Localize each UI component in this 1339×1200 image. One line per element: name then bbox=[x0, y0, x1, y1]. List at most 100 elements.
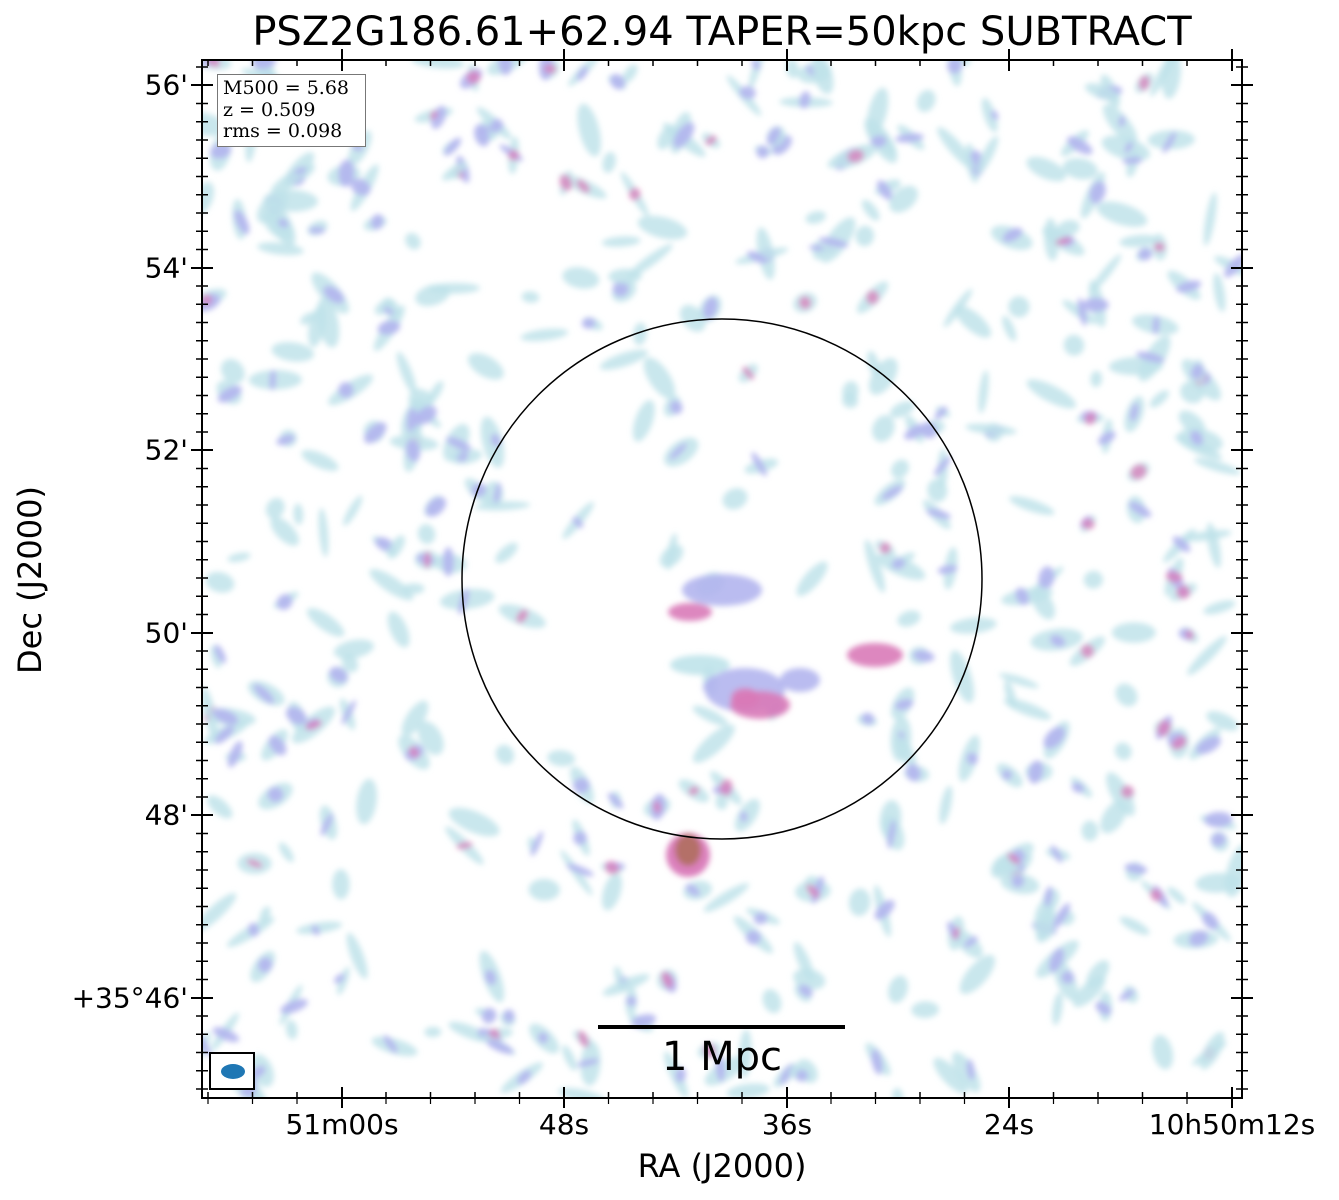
emission-blob bbox=[306, 608, 345, 637]
emission-blob bbox=[937, 564, 958, 575]
emission-blob bbox=[669, 443, 687, 460]
emission-blob bbox=[1122, 156, 1143, 165]
emission-blob bbox=[227, 552, 251, 563]
emission-blob bbox=[1062, 158, 1098, 180]
emission-blob bbox=[1028, 760, 1044, 784]
emission-blob bbox=[703, 296, 718, 320]
emission-blob bbox=[411, 60, 465, 69]
emission-blob bbox=[991, 110, 999, 121]
emission-blob bbox=[847, 643, 903, 667]
emission-blob bbox=[271, 342, 315, 362]
emission-blob bbox=[416, 405, 437, 425]
emission-blob bbox=[631, 1014, 657, 1028]
emission-blob bbox=[1167, 887, 1186, 904]
emission-blob bbox=[949, 617, 997, 634]
emission-blob bbox=[1009, 496, 1055, 516]
emission-blob bbox=[1171, 736, 1187, 750]
emission-blob bbox=[1082, 297, 1109, 312]
emission-blob bbox=[495, 542, 518, 564]
emission-blob bbox=[1182, 529, 1232, 542]
emission-blob bbox=[1136, 351, 1165, 363]
emission-blob bbox=[442, 162, 468, 181]
emission-blob bbox=[202, 112, 228, 137]
emission-blob bbox=[911, 1001, 939, 1018]
emission-blob bbox=[253, 684, 275, 704]
emission-blob bbox=[1100, 800, 1127, 834]
emission-blob bbox=[1199, 1031, 1225, 1070]
emission-blob bbox=[1157, 720, 1171, 736]
emission-blob bbox=[627, 243, 673, 279]
emission-blob bbox=[227, 740, 243, 768]
emission-blob bbox=[573, 777, 590, 794]
emission-blob bbox=[333, 639, 375, 659]
emission-blob bbox=[1072, 975, 1106, 1008]
emission-blob bbox=[1190, 430, 1204, 446]
emission-blob bbox=[799, 296, 812, 309]
emission-blob bbox=[369, 569, 414, 601]
emission-blob bbox=[490, 118, 504, 132]
emission-blob bbox=[601, 873, 623, 911]
emission-blob bbox=[346, 932, 368, 979]
x-tick-label: 36s bbox=[761, 1108, 813, 1141]
emission-blob bbox=[1190, 363, 1204, 379]
emission-blob bbox=[576, 179, 590, 193]
emission-blob bbox=[955, 305, 992, 338]
emission-blob bbox=[1080, 644, 1094, 658]
emission-blob bbox=[259, 906, 271, 925]
emission-blob bbox=[947, 60, 963, 74]
emission-blob bbox=[493, 482, 501, 507]
emission-blob bbox=[738, 1029, 752, 1079]
emission-blob bbox=[508, 149, 519, 161]
emission-blob bbox=[425, 496, 447, 517]
emission-blob bbox=[305, 720, 322, 730]
emission-blob bbox=[643, 357, 676, 399]
emission-blob bbox=[1185, 630, 1194, 640]
emission-blob bbox=[952, 1051, 981, 1093]
emission-blob bbox=[1002, 315, 1017, 342]
emission-blob bbox=[703, 1043, 716, 1058]
emission-blob bbox=[1081, 820, 1099, 842]
emission-blob bbox=[976, 135, 999, 175]
emission-blob bbox=[601, 236, 641, 247]
emission-blob bbox=[547, 750, 576, 767]
emission-blob bbox=[888, 975, 909, 1004]
emission-blob bbox=[1128, 501, 1152, 518]
emission-blob bbox=[675, 834, 701, 866]
y-tick-label: 52' bbox=[144, 433, 188, 467]
emission-blob bbox=[387, 611, 410, 648]
emission-blob bbox=[456, 841, 473, 850]
emission-blob bbox=[879, 542, 891, 554]
emission-blob bbox=[417, 721, 444, 755]
emission-blob bbox=[276, 434, 295, 446]
emission-blob bbox=[734, 798, 760, 832]
emission-blob bbox=[528, 878, 560, 901]
emission-blob bbox=[474, 501, 531, 511]
emission-blob bbox=[334, 973, 345, 984]
emission-blob bbox=[257, 242, 304, 256]
emission-blob bbox=[562, 267, 600, 289]
emission-blob bbox=[1130, 464, 1147, 480]
emission-blob bbox=[387, 535, 405, 559]
emission-blob bbox=[891, 459, 909, 479]
emission-blob bbox=[905, 764, 921, 782]
emission-blob bbox=[679, 304, 706, 332]
emission-blob bbox=[405, 232, 421, 250]
emission-blob bbox=[1096, 201, 1148, 227]
emission-blob bbox=[745, 930, 761, 945]
emission-blob bbox=[202, 1032, 212, 1057]
emission-blob bbox=[1187, 635, 1227, 676]
emission-blob bbox=[217, 385, 242, 403]
emission-blob bbox=[848, 888, 871, 917]
emission-blob bbox=[894, 699, 914, 710]
r500-circle bbox=[461, 318, 983, 840]
emission-blob bbox=[1067, 136, 1093, 155]
emission-blob bbox=[562, 1045, 577, 1071]
emission-blob bbox=[746, 251, 768, 264]
mass-text: M500 = 5.68 bbox=[223, 77, 350, 99]
emission-blob bbox=[495, 744, 515, 765]
emission-blob bbox=[688, 786, 700, 796]
emission-blob bbox=[633, 322, 647, 346]
emission-blob bbox=[926, 508, 951, 519]
emission-blob bbox=[415, 284, 450, 307]
emission-blob bbox=[1194, 458, 1241, 475]
